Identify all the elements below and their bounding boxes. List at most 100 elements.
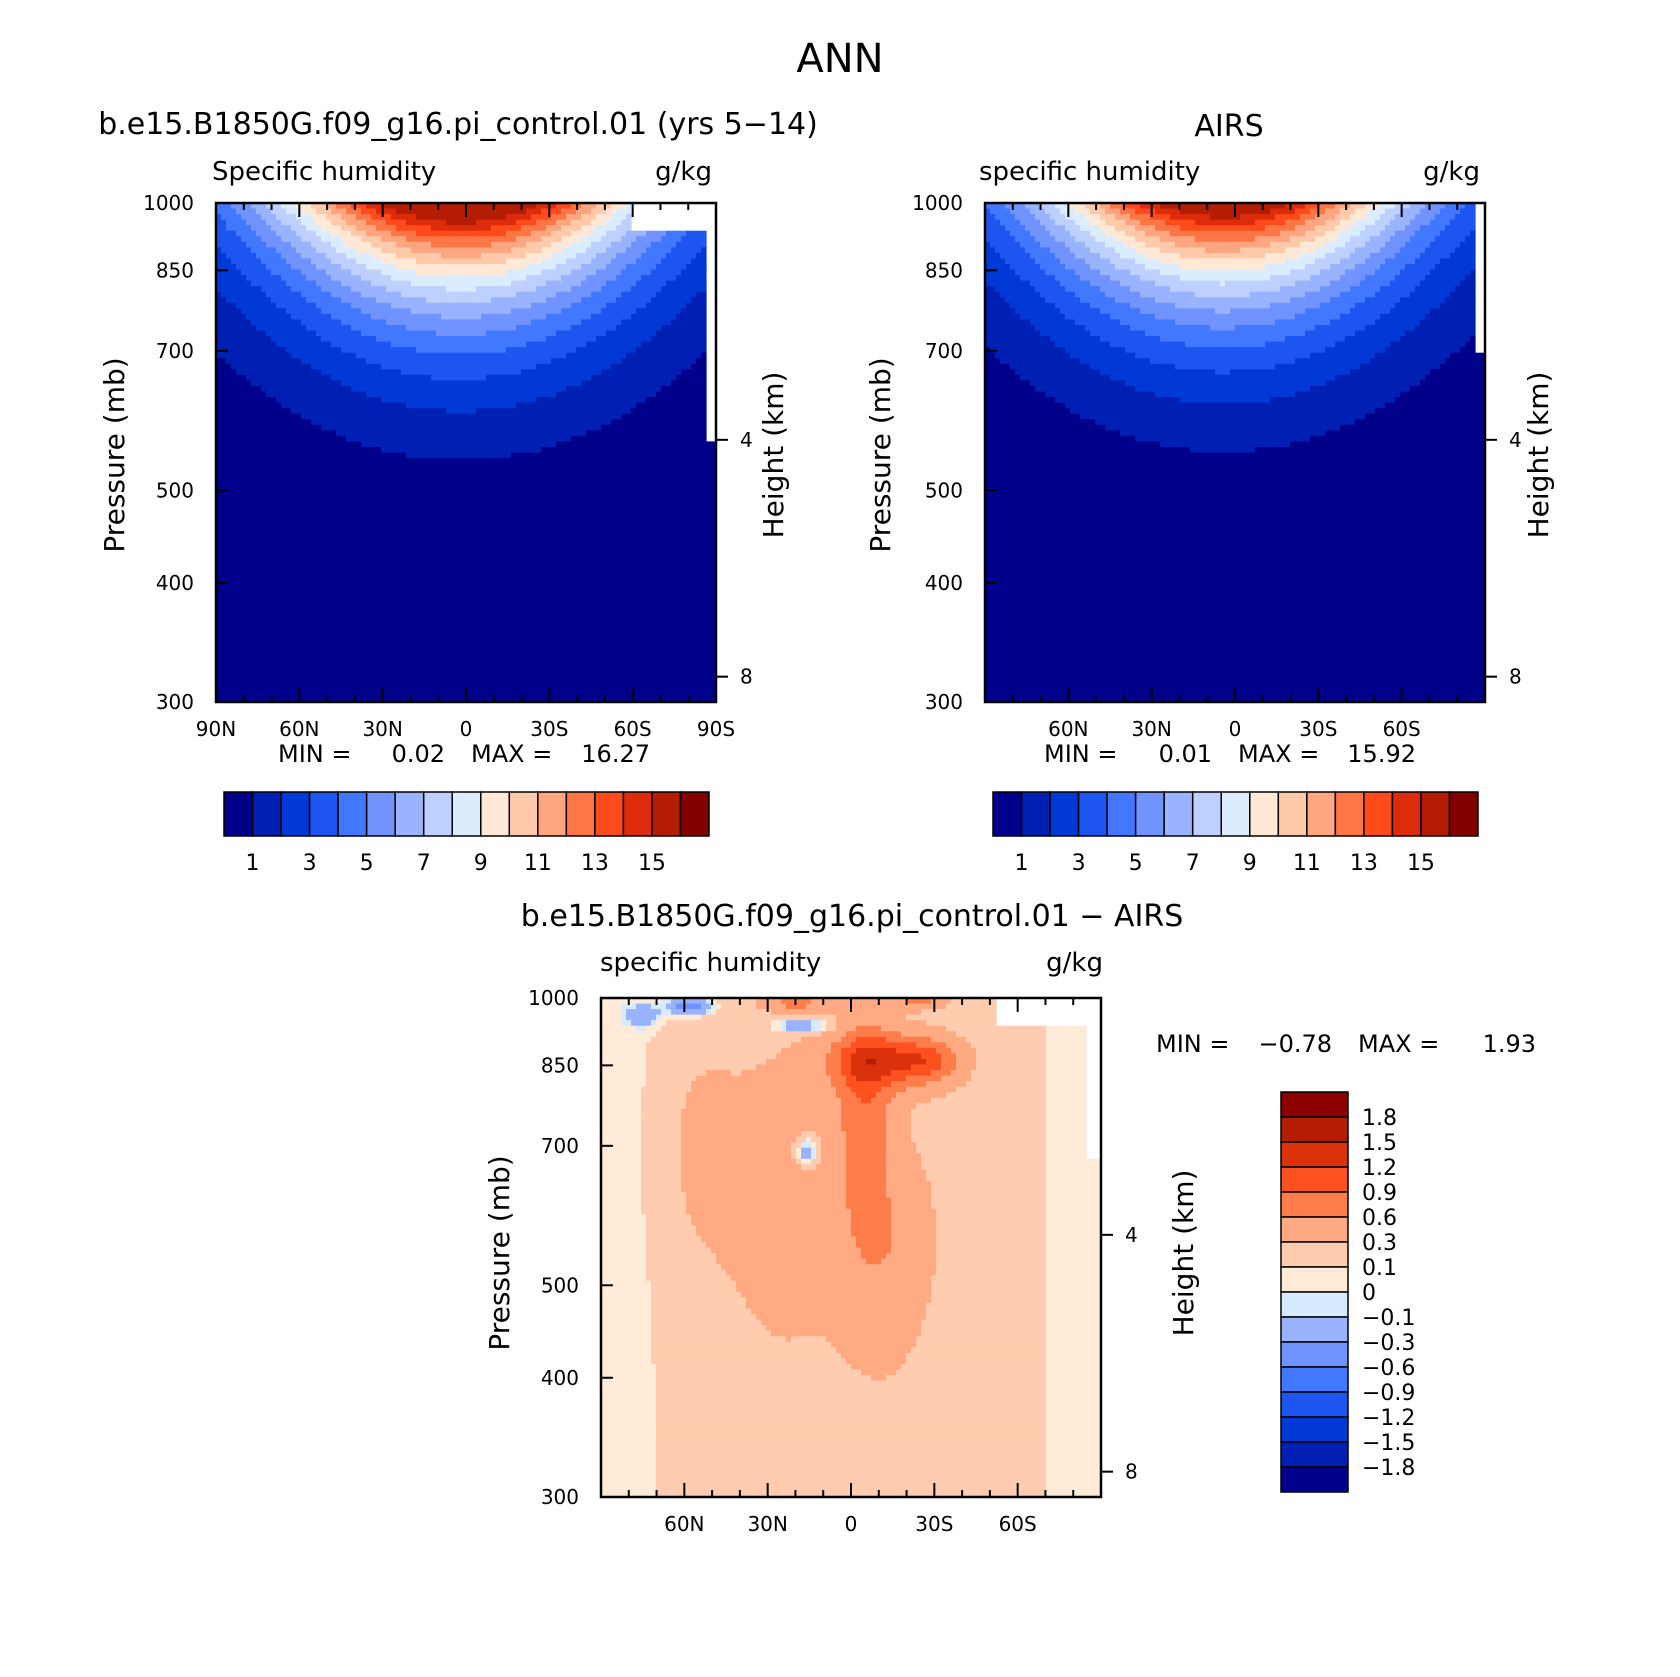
contour-cell — [581, 463, 587, 470]
contour-cell — [656, 336, 662, 343]
contour-cell — [681, 446, 687, 454]
contour-cell — [601, 286, 607, 293]
contour-cell — [266, 446, 272, 454]
contour-cell — [281, 219, 287, 226]
contour-cell — [556, 446, 562, 454]
contour-cell — [701, 297, 707, 304]
contour-cell — [666, 258, 672, 265]
contour-cell — [646, 263, 652, 271]
contour-cell — [341, 413, 347, 420]
contour-cell — [601, 236, 607, 243]
contour-cell — [426, 413, 432, 420]
contour-cell — [321, 408, 327, 415]
contour-cell — [626, 275, 632, 282]
contour-cell — [581, 474, 587, 481]
contour-cell — [241, 458, 247, 465]
contour-cell — [561, 391, 567, 398]
contour-cell — [271, 347, 277, 354]
contour-cell — [241, 330, 247, 337]
contour-cell — [451, 230, 457, 237]
contour-cell — [601, 297, 607, 304]
contour-cell — [341, 402, 347, 409]
contour-cell — [566, 302, 572, 309]
contour-cell — [541, 280, 547, 287]
contour-cell — [666, 441, 672, 448]
contour-cell — [656, 380, 662, 387]
contour-cell — [296, 214, 302, 221]
contour-cell — [516, 336, 522, 343]
contour-cell — [661, 302, 667, 309]
contour-cell — [306, 380, 312, 387]
contour-cell — [266, 336, 272, 343]
contour-cell — [481, 313, 487, 321]
contour-cell — [461, 263, 467, 271]
contour-cell — [486, 297, 492, 304]
contour-cell — [691, 286, 697, 293]
contour-cell — [461, 336, 467, 343]
contour-cell — [546, 474, 552, 481]
contour-cell — [221, 352, 227, 359]
contour-cell — [511, 225, 517, 232]
contour-cell — [481, 452, 487, 459]
contour-cell — [471, 247, 477, 254]
contour-cell — [581, 302, 587, 309]
contour-cell — [256, 424, 262, 431]
contour-cell — [686, 313, 692, 321]
contour-cell — [406, 263, 412, 271]
contour-cell — [486, 269, 492, 276]
contour-cell — [466, 402, 472, 409]
contour-cell — [571, 391, 577, 398]
contour-cell — [391, 419, 397, 426]
contour-cell — [476, 413, 482, 420]
contour-cell — [216, 419, 222, 426]
contour-cell — [456, 247, 462, 254]
contour-cell — [296, 397, 302, 404]
contour-cell — [321, 308, 327, 315]
contour-cell — [361, 435, 367, 443]
contour-cell — [616, 435, 622, 443]
contour-cell — [496, 397, 502, 404]
contour-cell — [461, 424, 467, 431]
contour-cell — [366, 374, 372, 382]
contour-cell — [626, 363, 632, 370]
contour-cell — [236, 480, 242, 487]
contour-cell — [306, 358, 312, 365]
contour-cell — [471, 258, 477, 265]
contour-cell — [336, 252, 342, 260]
contour-cell — [591, 474, 597, 481]
contour-cell — [386, 230, 392, 237]
contour-cell — [266, 480, 272, 487]
contour-cell — [406, 291, 412, 298]
contour-cell — [276, 419, 282, 426]
contour-cell — [246, 241, 252, 248]
contour-cell — [351, 424, 357, 431]
contour-cell — [321, 225, 327, 232]
contour-cell — [481, 219, 487, 226]
contour-cell — [601, 435, 607, 443]
contour-cell — [406, 397, 412, 404]
contour-cell — [536, 203, 542, 210]
contour-cell — [406, 203, 412, 210]
contour-cell — [376, 258, 382, 265]
contour-cell — [506, 258, 512, 265]
contour-cell — [411, 324, 417, 332]
contour-cell — [481, 297, 487, 304]
contour-cell — [626, 286, 632, 293]
contour-cell — [496, 214, 502, 221]
contour-cell — [536, 430, 542, 437]
contour-cell — [276, 241, 282, 248]
contour-cell — [416, 291, 422, 298]
contour-cell — [391, 446, 397, 454]
contour-cell — [316, 330, 322, 337]
contour-cell — [606, 380, 612, 387]
contour-cell — [241, 308, 247, 315]
contour-cell — [371, 369, 377, 376]
contour-cell — [436, 263, 442, 271]
contour-cell — [541, 275, 547, 282]
contour-cell — [476, 313, 482, 321]
contour-cell — [481, 435, 487, 443]
contour-cell — [686, 286, 692, 293]
contour-cell — [506, 430, 512, 437]
contour-cell — [281, 336, 287, 343]
